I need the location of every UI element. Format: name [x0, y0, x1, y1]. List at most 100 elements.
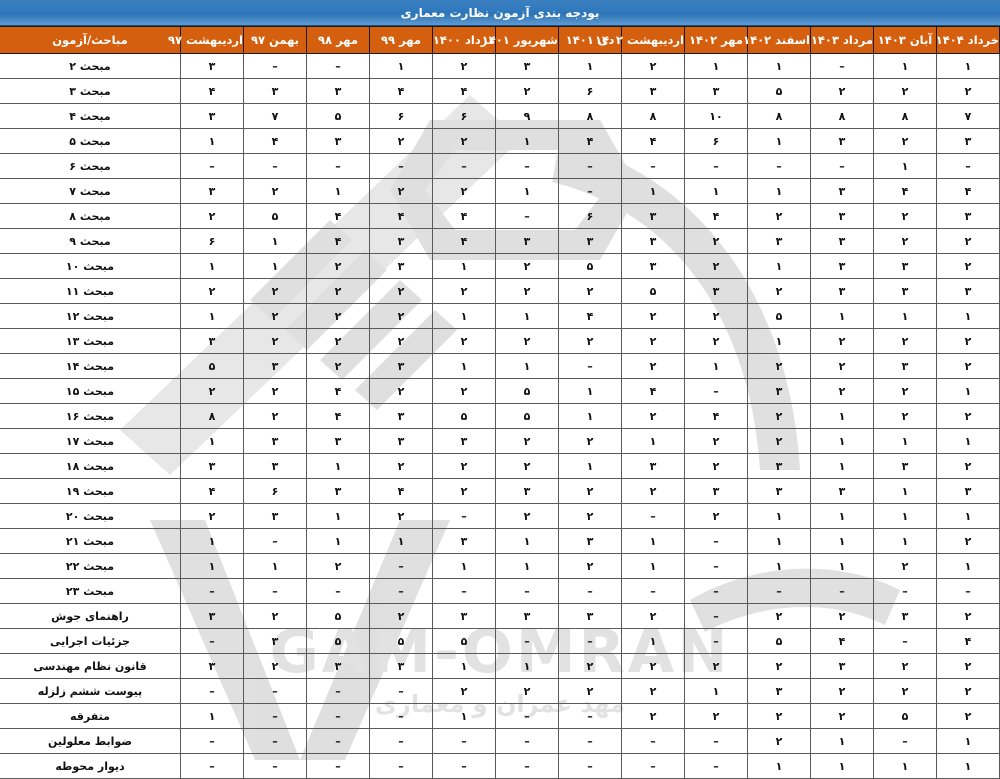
cell-r20-c6: ۲	[558, 553, 622, 579]
cell-r0-c4: ۱	[684, 53, 748, 79]
cell-r7-c6: ۳	[558, 228, 622, 254]
cell-r16-c2: ۱	[810, 453, 874, 479]
cell-r3-c3: ۱	[747, 128, 811, 154]
cell-r26-c6: –	[558, 703, 622, 729]
cell-r1-c9: ۴	[369, 78, 433, 104]
cell-r25-c11: –	[243, 678, 307, 704]
cell-r7-c3: ۳	[747, 228, 811, 254]
cell-r13-c9: ۲	[369, 378, 433, 404]
cell-r4-c12: –	[180, 153, 244, 179]
cell-r27-c11: –	[243, 728, 307, 754]
cell-r20-c5: ۱	[621, 553, 685, 579]
cell-r11-c7: ۲	[495, 328, 559, 354]
cell-r27-c7: –	[495, 728, 559, 754]
cell-r21-c5: –	[621, 578, 685, 604]
cell-r17-c9: ۴	[369, 478, 433, 504]
cell-r3-c1: ۲	[873, 128, 937, 154]
row-label: مبحث ۲۰	[0, 503, 181, 529]
cell-r25-c8: ۲	[432, 678, 496, 704]
column-header-exam-4: مهر ۱۴۰۲	[684, 26, 748, 54]
table-row: ۱ ۱ ۱ ۱– – – – – – – – – دیوار محوطه	[0, 753, 1000, 779]
cell-r8-c8: ۱	[432, 253, 496, 279]
table-row: ۷ ۸ ۸ ۸ ۱۰ ۸ ۸ ۹ ۶ ۶ ۵ ۷ ۳ مبحث ۴	[0, 103, 1000, 129]
column-header-exam-0: خرداد ۱۴۰۴	[936, 26, 1000, 54]
cell-r12-c11: ۳	[243, 353, 307, 379]
row-label: راهنمای جوش	[0, 603, 181, 629]
row-label: ضوابط معلولین	[0, 728, 181, 754]
cell-r22-c12: ۳	[180, 603, 244, 629]
cell-r7-c2: ۳	[810, 228, 874, 254]
row-label: مبحث ۲۱	[0, 528, 181, 554]
table-row: ۲ ۲ ۳ ۲ ۲ ۲ ۲ ۱ ۱ ۳ ۳ ۲ ۳ قانون نظام مهندسی	[0, 653, 1000, 679]
cell-r7-c10: ۴	[306, 228, 370, 254]
cell-r9-c9: ۲	[369, 278, 433, 304]
cell-r25-c7: ۲	[495, 678, 559, 704]
cell-r23-c10: ۵	[306, 628, 370, 654]
table-container: خرداد ۱۴۰۴ آبان ۱۴۰۳ مرداد ۱۴۰۳ اسفند ۱۴۰۲ م…	[0, 26, 1000, 779]
cell-r14-c2: ۱	[810, 403, 874, 429]
cell-r11-c1: ۲	[873, 328, 937, 354]
column-header-subject: مباحث/آزمون	[0, 26, 181, 54]
cell-r20-c11: ۱	[243, 553, 307, 579]
cell-r9-c1: ۳	[873, 278, 937, 304]
table-row: ۱–۱ ۲– – – – – – – – – ضوابط معلولین	[0, 728, 1000, 754]
cell-r10-c3: ۵	[747, 303, 811, 329]
cell-r27-c8: –	[432, 728, 496, 754]
cell-r7-c1: ۲	[873, 228, 937, 254]
row-label: جزئیات اجرایی	[0, 628, 181, 654]
cell-r13-c12: ۲	[180, 378, 244, 404]
cell-r25-c3: ۳	[747, 678, 811, 704]
cell-r18-c2: ۱	[810, 503, 874, 529]
cell-r28-c5: –	[621, 753, 685, 779]
cell-r8-c9: ۳	[369, 253, 433, 279]
cell-r22-c11: ۲	[243, 603, 307, 629]
page-title: بودجه بندی آزمون نظارت معماری	[400, 5, 600, 20]
cell-r27-c9: –	[369, 728, 433, 754]
cell-r4-c10: –	[306, 153, 370, 179]
table-row: ۲ ۳ ۳ ۱ ۲ ۳ ۵ ۲ ۱ ۳ ۲ ۱ ۱ مبحث ۱۰	[0, 253, 1000, 279]
cell-r25-c9: –	[369, 678, 433, 704]
cell-r19-c10: ۱	[306, 528, 370, 554]
cell-r3-c4: ۶	[684, 128, 748, 154]
row-label: مبحث ۱۳	[0, 328, 181, 354]
cell-r4-c5: –	[621, 153, 685, 179]
cell-r8-c4: ۲	[684, 253, 748, 279]
column-header-exam-6: دی ۱۴۰۱	[558, 26, 622, 54]
cell-r23-c2: ۴	[810, 628, 874, 654]
cell-r17-c5: ۲	[621, 478, 685, 504]
cell-r6-c9: ۴	[369, 203, 433, 229]
table-row: ۴ ۴ ۳ ۱ ۱ ۱–۱ ۲ ۲ ۱ ۲ ۳ مبحث ۷	[0, 178, 1000, 204]
cell-r21-c10: –	[306, 578, 370, 604]
cell-r26-c3: ۲	[747, 703, 811, 729]
column-header-exam-5: اردیبهشت ۱۴۰۲	[595, 26, 685, 54]
cell-r24-c4: ۲	[684, 653, 748, 679]
cell-r2-c3: ۸	[747, 103, 811, 129]
cell-r1-c7: ۲	[495, 78, 559, 104]
cell-r23-c0: ۴	[936, 628, 1000, 654]
cell-r16-c3: ۳	[747, 453, 811, 479]
cell-r18-c5: –	[621, 503, 685, 529]
cell-r10-c1: ۱	[873, 303, 937, 329]
cell-r2-c10: ۵	[306, 103, 370, 129]
cell-r9-c3: ۲	[747, 278, 811, 304]
page-title-bar: بودجه بندی آزمون نظارت معماری	[0, 0, 1000, 26]
cell-r15-c9: ۳	[369, 428, 433, 454]
cell-r21-c0: –	[936, 578, 1000, 604]
cell-r19-c1: ۱	[873, 528, 937, 554]
cell-r27-c12: –	[180, 728, 244, 754]
cell-r22-c9: ۲	[369, 603, 433, 629]
cell-r11-c3: ۱	[747, 328, 811, 354]
cell-r17-c2: ۳	[810, 478, 874, 504]
cell-r5-c8: ۲	[432, 178, 496, 204]
cell-r18-c1: ۱	[873, 503, 937, 529]
cell-r21-c8: –	[432, 578, 496, 604]
column-header-exam-3: اسفند ۱۴۰۲	[743, 26, 811, 54]
cell-r15-c8: ۳	[432, 428, 496, 454]
cell-r14-c6: ۱	[558, 403, 622, 429]
cell-r10-c10: ۲	[306, 303, 370, 329]
row-label: مبحث ۱۵	[0, 378, 181, 404]
cell-r26-c1: ۵	[873, 703, 937, 729]
cell-r28-c8: –	[432, 753, 496, 779]
cell-r11-c2: ۲	[810, 328, 874, 354]
cell-r17-c12: ۴	[180, 478, 244, 504]
